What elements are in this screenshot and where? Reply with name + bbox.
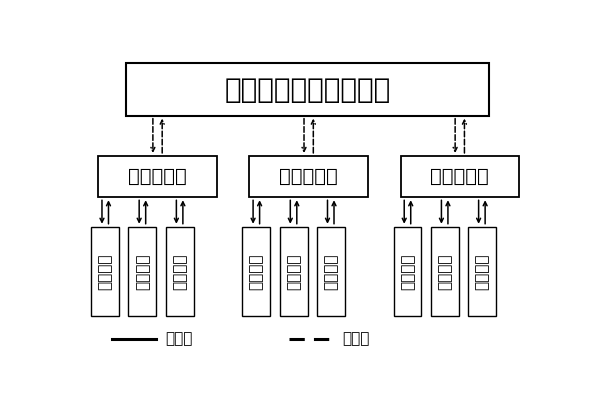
Bar [431,227,458,316]
Bar [468,227,496,316]
Text: 智能楼宇: 智能楼宇 [98,253,113,290]
Text: 电力公司优化交易平台: 电力公司优化交易平台 [224,76,391,104]
Bar [250,156,368,197]
Bar [98,156,217,197]
Text: 负荷聚合商: 负荷聚合商 [279,167,338,186]
Text: 智能楼宇: 智能楼宇 [249,253,264,290]
Text: 信息流: 信息流 [343,332,370,346]
Text: 智能楼宇: 智能楼宇 [475,253,490,290]
Text: 智能楼宇: 智能楼宇 [135,253,150,290]
Bar [166,227,194,316]
Text: 负荷聚合商: 负荷聚合商 [128,167,187,186]
Bar [317,227,345,316]
Bar [401,156,519,197]
Text: 智能楼宇: 智能楼宇 [437,253,452,290]
Text: 智能楼宇: 智能楼宇 [323,253,338,290]
Bar [126,63,489,116]
Bar [128,227,157,316]
Text: 智能楼宇: 智能楼宇 [400,253,415,290]
Text: 智能楼宇: 智能楼宇 [172,253,187,290]
Text: 负荷聚合商: 负荷聚合商 [430,167,489,186]
Bar [91,227,119,316]
Bar [394,227,421,316]
Text: 智能楼宇: 智能楼宇 [286,253,301,290]
Bar [242,227,271,316]
Text: 控制流: 控制流 [166,332,193,346]
Bar [280,227,308,316]
